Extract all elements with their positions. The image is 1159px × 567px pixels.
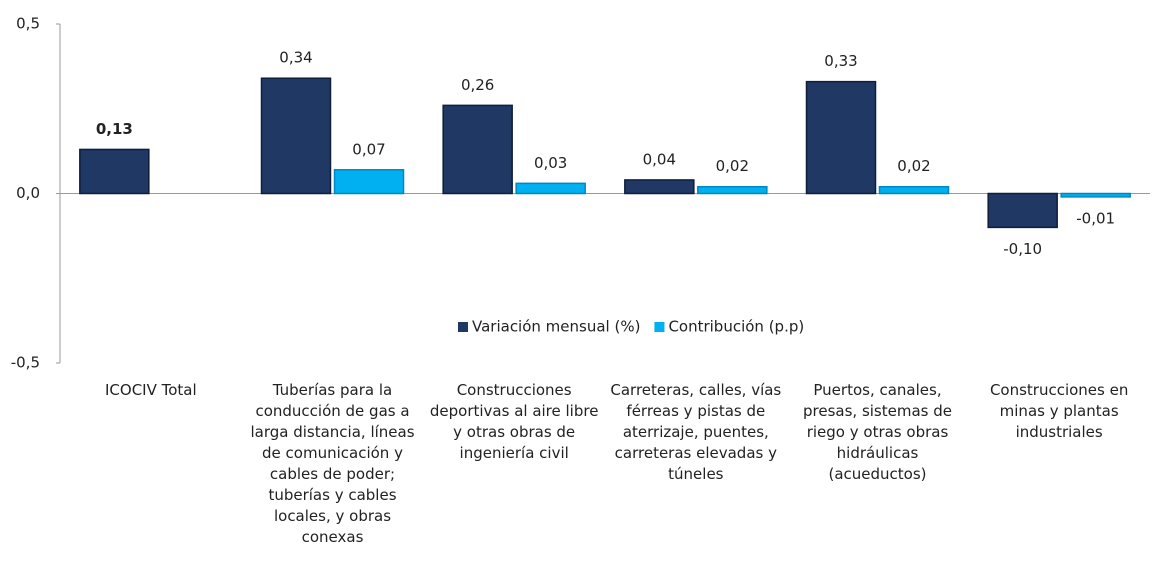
data-label: -0,01 <box>1076 209 1115 227</box>
data-label: 0,13 <box>96 120 133 138</box>
bar <box>987 192 1058 229</box>
bar <box>79 148 150 195</box>
data-label: 0,02 <box>897 157 930 175</box>
x-tick-label: Construcciones deportivas al aire libre … <box>429 381 599 462</box>
bar <box>1060 192 1131 198</box>
x-tick-label: Carreteras, calles, vías férreas y pista… <box>610 381 782 483</box>
data-label: 0,04 <box>643 150 676 168</box>
bar <box>697 185 768 195</box>
data-label: 0,33 <box>824 52 857 70</box>
x-tick-label: ICOCIV Total <box>104 381 197 399</box>
bar <box>260 77 332 195</box>
data-label: 0,07 <box>352 140 385 158</box>
x-tick-label: Tuberías para la conducción de gas a lar… <box>250 381 415 546</box>
x-tick-label: Puertos, canales, presas, sistemas de ri… <box>803 381 952 483</box>
data-label: 0,03 <box>534 154 567 172</box>
bar <box>333 169 405 195</box>
y-tick-label: 0,5 <box>16 15 40 33</box>
data-label: -0,10 <box>1003 240 1042 258</box>
legend-swatch <box>458 322 468 332</box>
legend-swatch <box>654 322 665 332</box>
bar <box>442 104 513 195</box>
bar <box>515 182 586 195</box>
data-label: 0,26 <box>461 76 494 94</box>
x-tick-label: Construcciones en minas y plantas indust… <box>989 381 1129 441</box>
bar <box>805 80 877 195</box>
bar <box>624 179 695 195</box>
legend-label: Variación mensual (%) <box>472 318 640 336</box>
y-tick-label: 0,0 <box>16 184 40 202</box>
data-label: 0,34 <box>279 49 312 67</box>
legend-label: Contribución (p.p) <box>668 318 804 336</box>
data-label: 0,02 <box>716 157 749 175</box>
y-tick-label: -0,5 <box>11 354 40 372</box>
bar <box>878 185 950 195</box>
